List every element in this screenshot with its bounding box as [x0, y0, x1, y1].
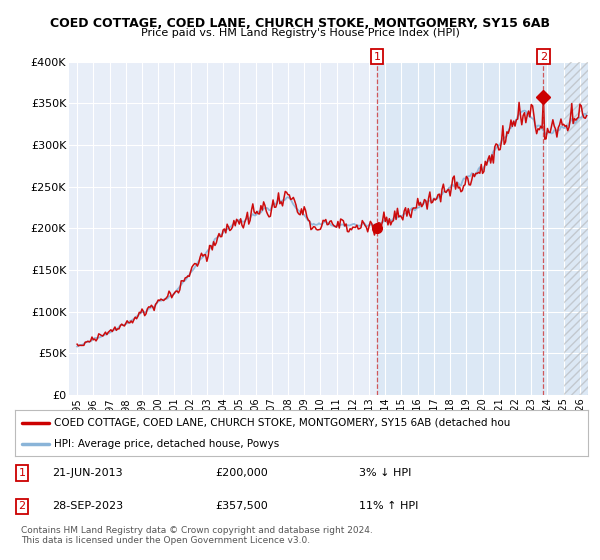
- Text: COED COTTAGE, COED LANE, CHURCH STOKE, MONTGOMERY, SY15 6AB: COED COTTAGE, COED LANE, CHURCH STOKE, M…: [50, 17, 550, 30]
- Text: Contains HM Land Registry data © Crown copyright and database right 2024.: Contains HM Land Registry data © Crown c…: [21, 526, 373, 535]
- Text: 3% ↓ HPI: 3% ↓ HPI: [359, 468, 411, 478]
- Text: 1: 1: [374, 52, 380, 62]
- Text: COED COTTAGE, COED LANE, CHURCH STOKE, MONTGOMERY, SY15 6AB (detached hou: COED COTTAGE, COED LANE, CHURCH STOKE, M…: [54, 418, 511, 428]
- Bar: [563, 62, 600, 395]
- Text: 11% ↑ HPI: 11% ↑ HPI: [359, 501, 418, 511]
- Text: 21-JUN-2013: 21-JUN-2013: [52, 468, 123, 478]
- Bar: [377, 62, 600, 395]
- Text: £357,500: £357,500: [215, 501, 268, 511]
- Text: This data is licensed under the Open Government Licence v3.0.: This data is licensed under the Open Gov…: [21, 536, 310, 545]
- Text: 2: 2: [540, 52, 547, 62]
- Text: 1: 1: [19, 468, 25, 478]
- Text: £200,000: £200,000: [215, 468, 268, 478]
- Text: Price paid vs. HM Land Registry's House Price Index (HPI): Price paid vs. HM Land Registry's House …: [140, 28, 460, 38]
- Text: 2: 2: [19, 501, 25, 511]
- Text: HPI: Average price, detached house, Powys: HPI: Average price, detached house, Powy…: [54, 439, 279, 449]
- Text: 28-SEP-2023: 28-SEP-2023: [52, 501, 124, 511]
